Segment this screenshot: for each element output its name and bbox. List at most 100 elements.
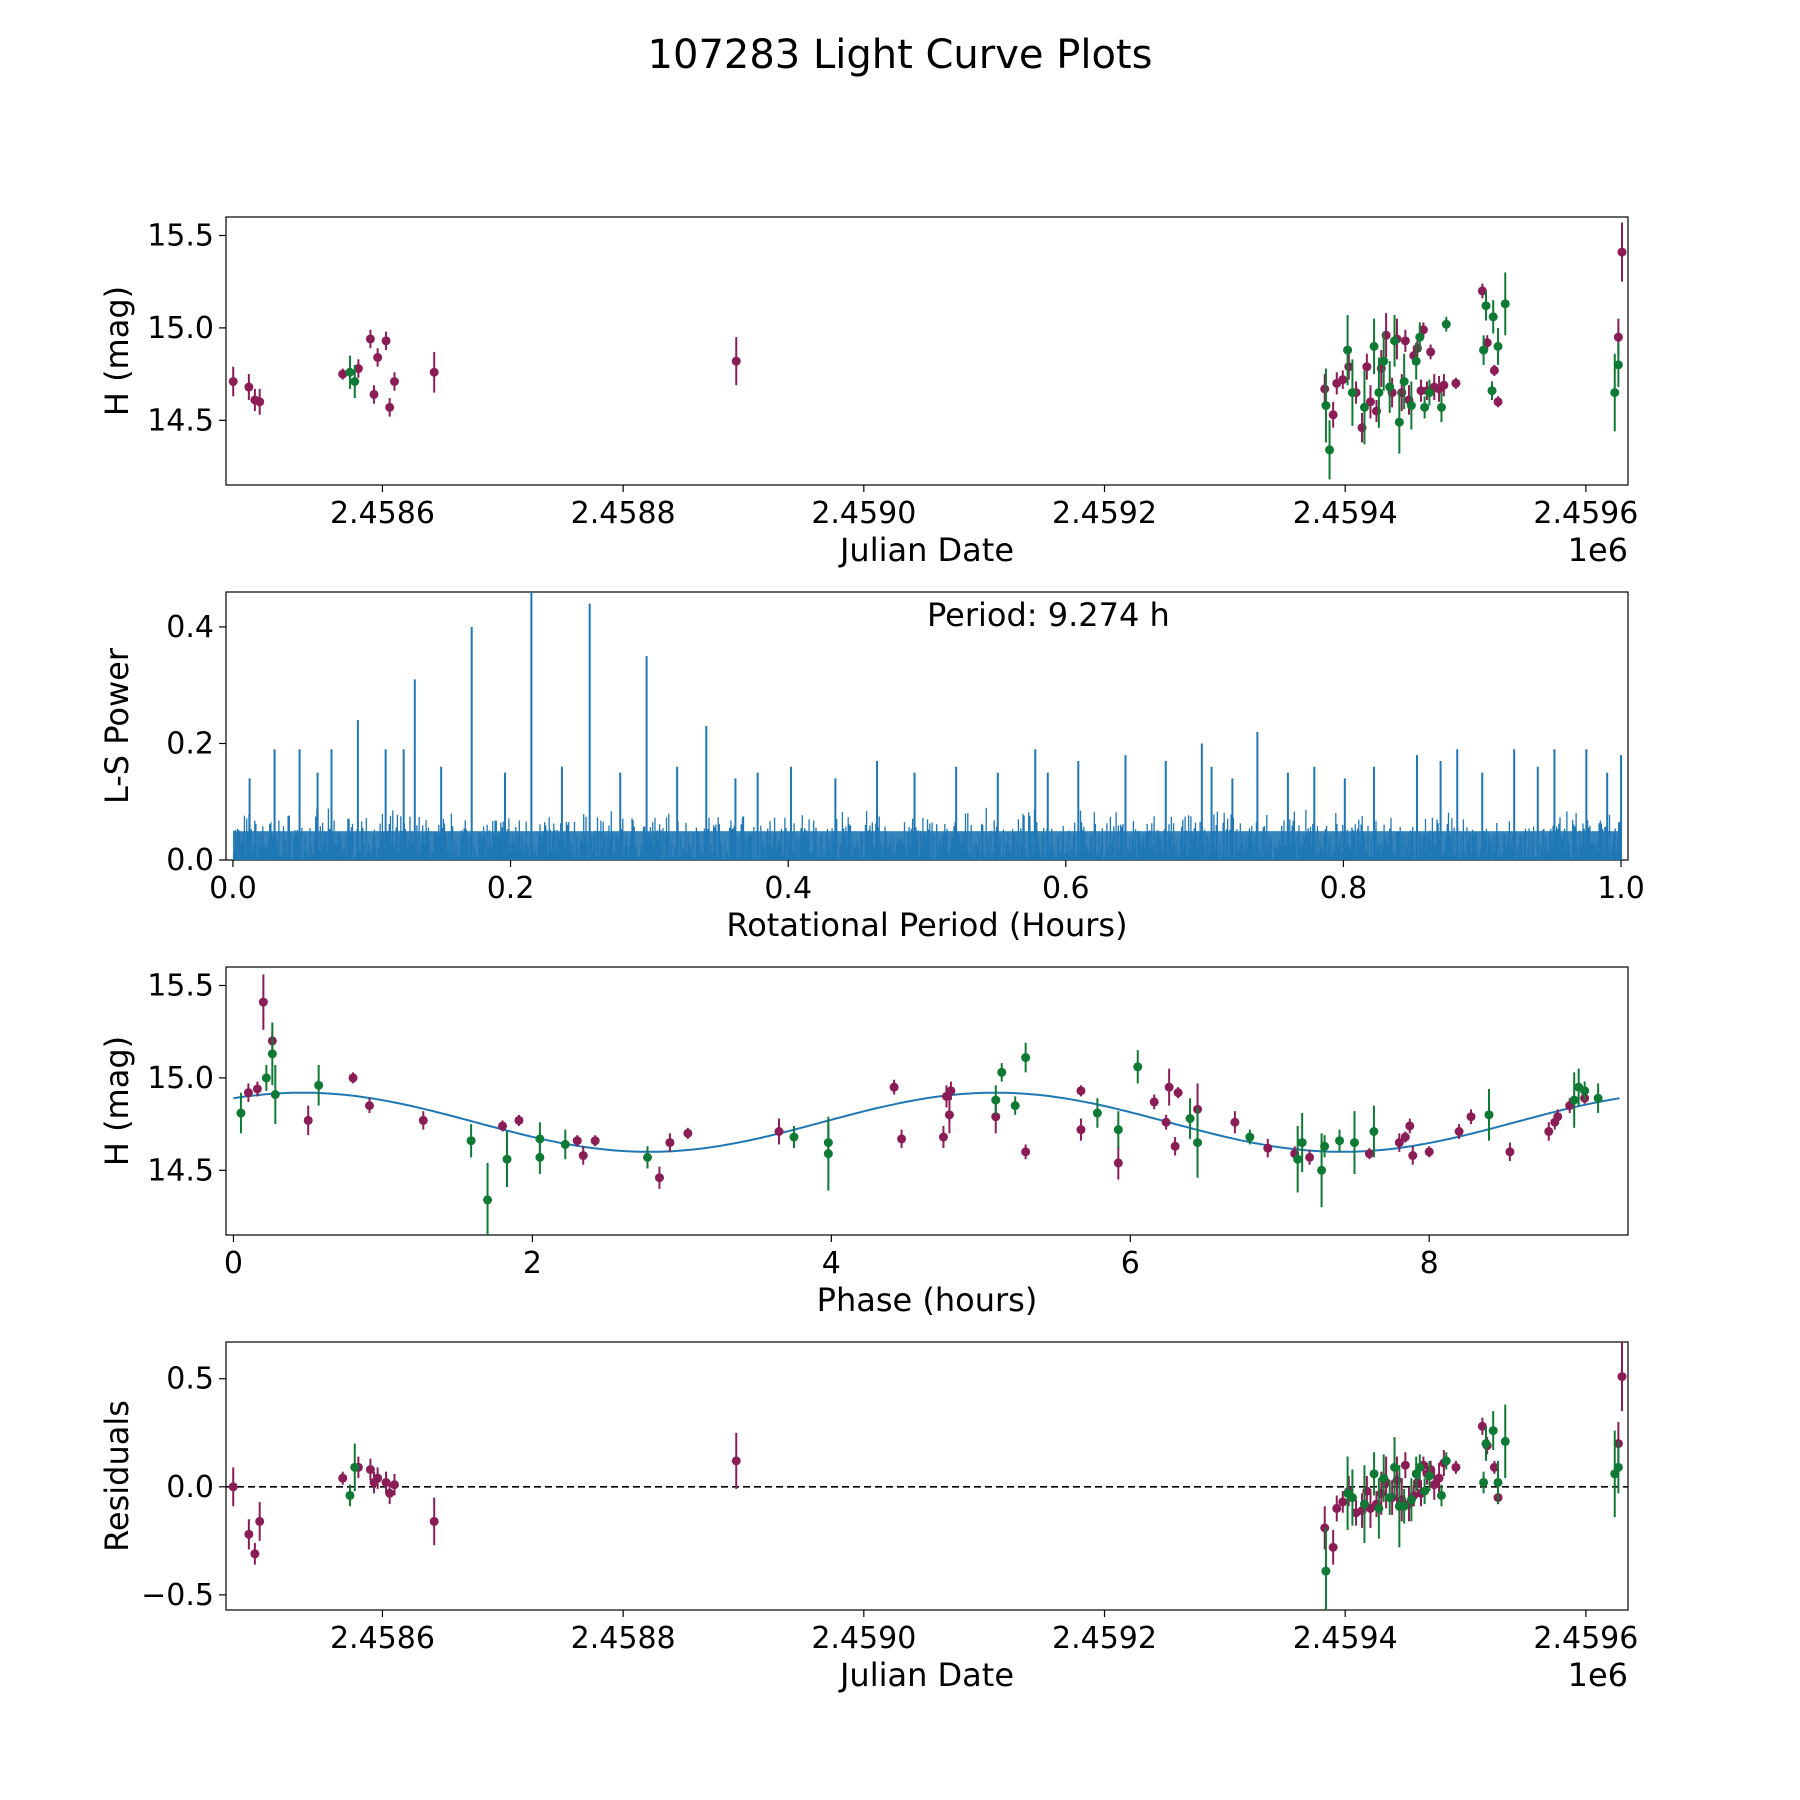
- y-tick-label: 14.5: [147, 1153, 214, 1188]
- data-point: [1076, 1125, 1086, 1135]
- data-point: [642, 1152, 652, 1162]
- data-point: [258, 997, 268, 1007]
- data-point: [1426, 347, 1436, 357]
- x-tick-label: 4: [822, 1246, 841, 1281]
- data-point: [1489, 1462, 1499, 1472]
- x-tick-label: 2.4586: [330, 1621, 435, 1656]
- data-point: [731, 1456, 741, 1466]
- data-point: [369, 389, 379, 399]
- data-point: [345, 367, 355, 377]
- data-point: [385, 1488, 395, 1498]
- y-axis-label: L-S Power: [98, 647, 136, 804]
- data-point: [338, 369, 348, 379]
- x-tick-label: 2.4596: [1533, 1621, 1638, 1656]
- data-point: [244, 1529, 254, 1539]
- data-point: [1338, 1497, 1348, 1507]
- data-point: [1193, 1138, 1203, 1148]
- data-point: [1406, 401, 1416, 411]
- data-point: [338, 1473, 348, 1483]
- x-axis-label: Julian Date: [838, 531, 1014, 569]
- x-axis-label: Phase (hours): [817, 1281, 1038, 1319]
- lightcurve-panel: 2.4586 2.4588 2.4590 2.4592 2.4594 2.4596 14.5…: [98, 216, 1638, 569]
- data-point: [572, 1136, 582, 1146]
- data-point: [373, 352, 383, 362]
- data-point: [418, 1115, 428, 1125]
- data-point: [252, 1084, 262, 1094]
- data-point: [1411, 356, 1421, 366]
- data-point: [1610, 388, 1620, 398]
- data-point: [1408, 1151, 1418, 1161]
- y-tick-label: −0.5: [141, 1578, 214, 1613]
- data-point: [364, 1101, 374, 1111]
- data-point: [1325, 445, 1335, 455]
- data-point: [483, 1195, 493, 1205]
- data-point: [1580, 1086, 1590, 1096]
- data-point: [1434, 1473, 1444, 1483]
- data-point: [991, 1095, 1001, 1105]
- data-point: [1338, 375, 1348, 385]
- data-point: [1505, 1147, 1515, 1157]
- data-point: [1439, 380, 1449, 390]
- data-point: [1320, 1523, 1330, 1533]
- data-point: [1317, 1165, 1327, 1175]
- data-point: [578, 1151, 588, 1161]
- y-tick-label: 15.5: [147, 218, 214, 253]
- data-point: [345, 1490, 355, 1500]
- data-point: [502, 1154, 512, 1164]
- x-tick-label: 2.4588: [571, 496, 676, 531]
- data-point: [1482, 338, 1492, 348]
- data-point: [261, 1073, 271, 1083]
- data-point: [1164, 1082, 1174, 1092]
- data-point: [897, 1134, 907, 1144]
- data-point: [1406, 1495, 1416, 1505]
- x-offset-label: 1e6: [1568, 531, 1628, 569]
- data-point: [1369, 341, 1379, 351]
- data-point: [389, 376, 399, 386]
- x-tick-label: 2.4596: [1533, 496, 1638, 531]
- data-point: [1173, 1088, 1183, 1098]
- residuals-panel: 2.4586 2.4588 2.4590 2.4592 2.4594 2.4596 −0.5…: [98, 1341, 1638, 1694]
- data-point: [255, 1516, 265, 1526]
- data-point: [1500, 1436, 1510, 1446]
- data-point: [250, 1549, 260, 1559]
- figure-title: 107283 Light Curve Plots: [648, 32, 1153, 78]
- axes-frame: [225, 216, 1629, 486]
- data-point: [1394, 417, 1404, 427]
- data-point: [1245, 1132, 1255, 1142]
- data-point: [535, 1152, 545, 1162]
- x-tick-label: 2.4590: [811, 1621, 916, 1656]
- data-point: [1328, 410, 1338, 420]
- x-tick-label: 6: [1121, 1246, 1140, 1281]
- data-point: [654, 1173, 664, 1183]
- data-point: [1415, 332, 1425, 342]
- data-point: [303, 1115, 313, 1125]
- data-point: [1429, 1480, 1439, 1490]
- y-axis-label: Residuals: [98, 1400, 136, 1552]
- data-point: [1321, 401, 1331, 411]
- data-point: [353, 364, 363, 374]
- data-point: [1359, 1499, 1369, 1509]
- data-point: [1343, 345, 1353, 355]
- data-point: [1374, 1503, 1384, 1513]
- data-point: [1436, 1490, 1446, 1500]
- x-offset-label: 1e6: [1568, 1656, 1628, 1694]
- data-point: [1362, 362, 1372, 372]
- y-axis-label: H (mag): [98, 286, 136, 416]
- noise-fill: [232, 831, 1622, 860]
- data-point: [1415, 1462, 1425, 1472]
- data-point: [665, 1138, 675, 1148]
- data-point: [1500, 299, 1510, 309]
- data-point: [1488, 312, 1498, 322]
- data-point: [1347, 388, 1357, 398]
- data-point: [1441, 319, 1451, 329]
- x-tick-label: 0: [224, 1246, 243, 1281]
- x-tick-label: 0.4: [764, 871, 812, 906]
- x-tick-label: 0.8: [1320, 871, 1368, 906]
- x-tick-label: 2.4592: [1052, 1621, 1157, 1656]
- data-point: [1481, 301, 1491, 311]
- x-tick-label: 2: [523, 1246, 542, 1281]
- x-tick-label: 2.4592: [1052, 496, 1157, 531]
- data-point: [1405, 1121, 1415, 1131]
- data-point: [944, 1110, 954, 1120]
- data-point: [1113, 1125, 1123, 1135]
